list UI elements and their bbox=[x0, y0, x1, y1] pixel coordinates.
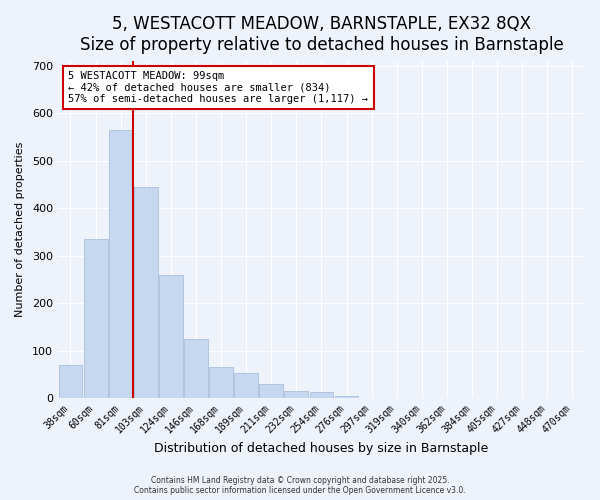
Bar bbox=[234, 374, 258, 398]
Bar bbox=[184, 339, 208, 398]
X-axis label: Distribution of detached houses by size in Barnstaple: Distribution of detached houses by size … bbox=[154, 442, 488, 455]
Title: 5, WESTACOTT MEADOW, BARNSTAPLE, EX32 8QX
Size of property relative to detached : 5, WESTACOTT MEADOW, BARNSTAPLE, EX32 8Q… bbox=[80, 15, 563, 54]
Bar bbox=[159, 274, 183, 398]
Bar bbox=[134, 187, 158, 398]
Bar bbox=[335, 396, 358, 398]
Bar bbox=[83, 239, 107, 398]
Bar bbox=[209, 368, 233, 398]
Bar bbox=[259, 384, 283, 398]
Y-axis label: Number of detached properties: Number of detached properties bbox=[15, 142, 25, 317]
Bar bbox=[284, 391, 308, 398]
Bar bbox=[59, 365, 82, 398]
Text: Contains HM Land Registry data © Crown copyright and database right 2025.
Contai: Contains HM Land Registry data © Crown c… bbox=[134, 476, 466, 495]
Bar bbox=[109, 130, 133, 398]
Bar bbox=[310, 392, 334, 398]
Text: 5 WESTACOTT MEADOW: 99sqm
← 42% of detached houses are smaller (834)
57% of semi: 5 WESTACOTT MEADOW: 99sqm ← 42% of detac… bbox=[68, 71, 368, 104]
